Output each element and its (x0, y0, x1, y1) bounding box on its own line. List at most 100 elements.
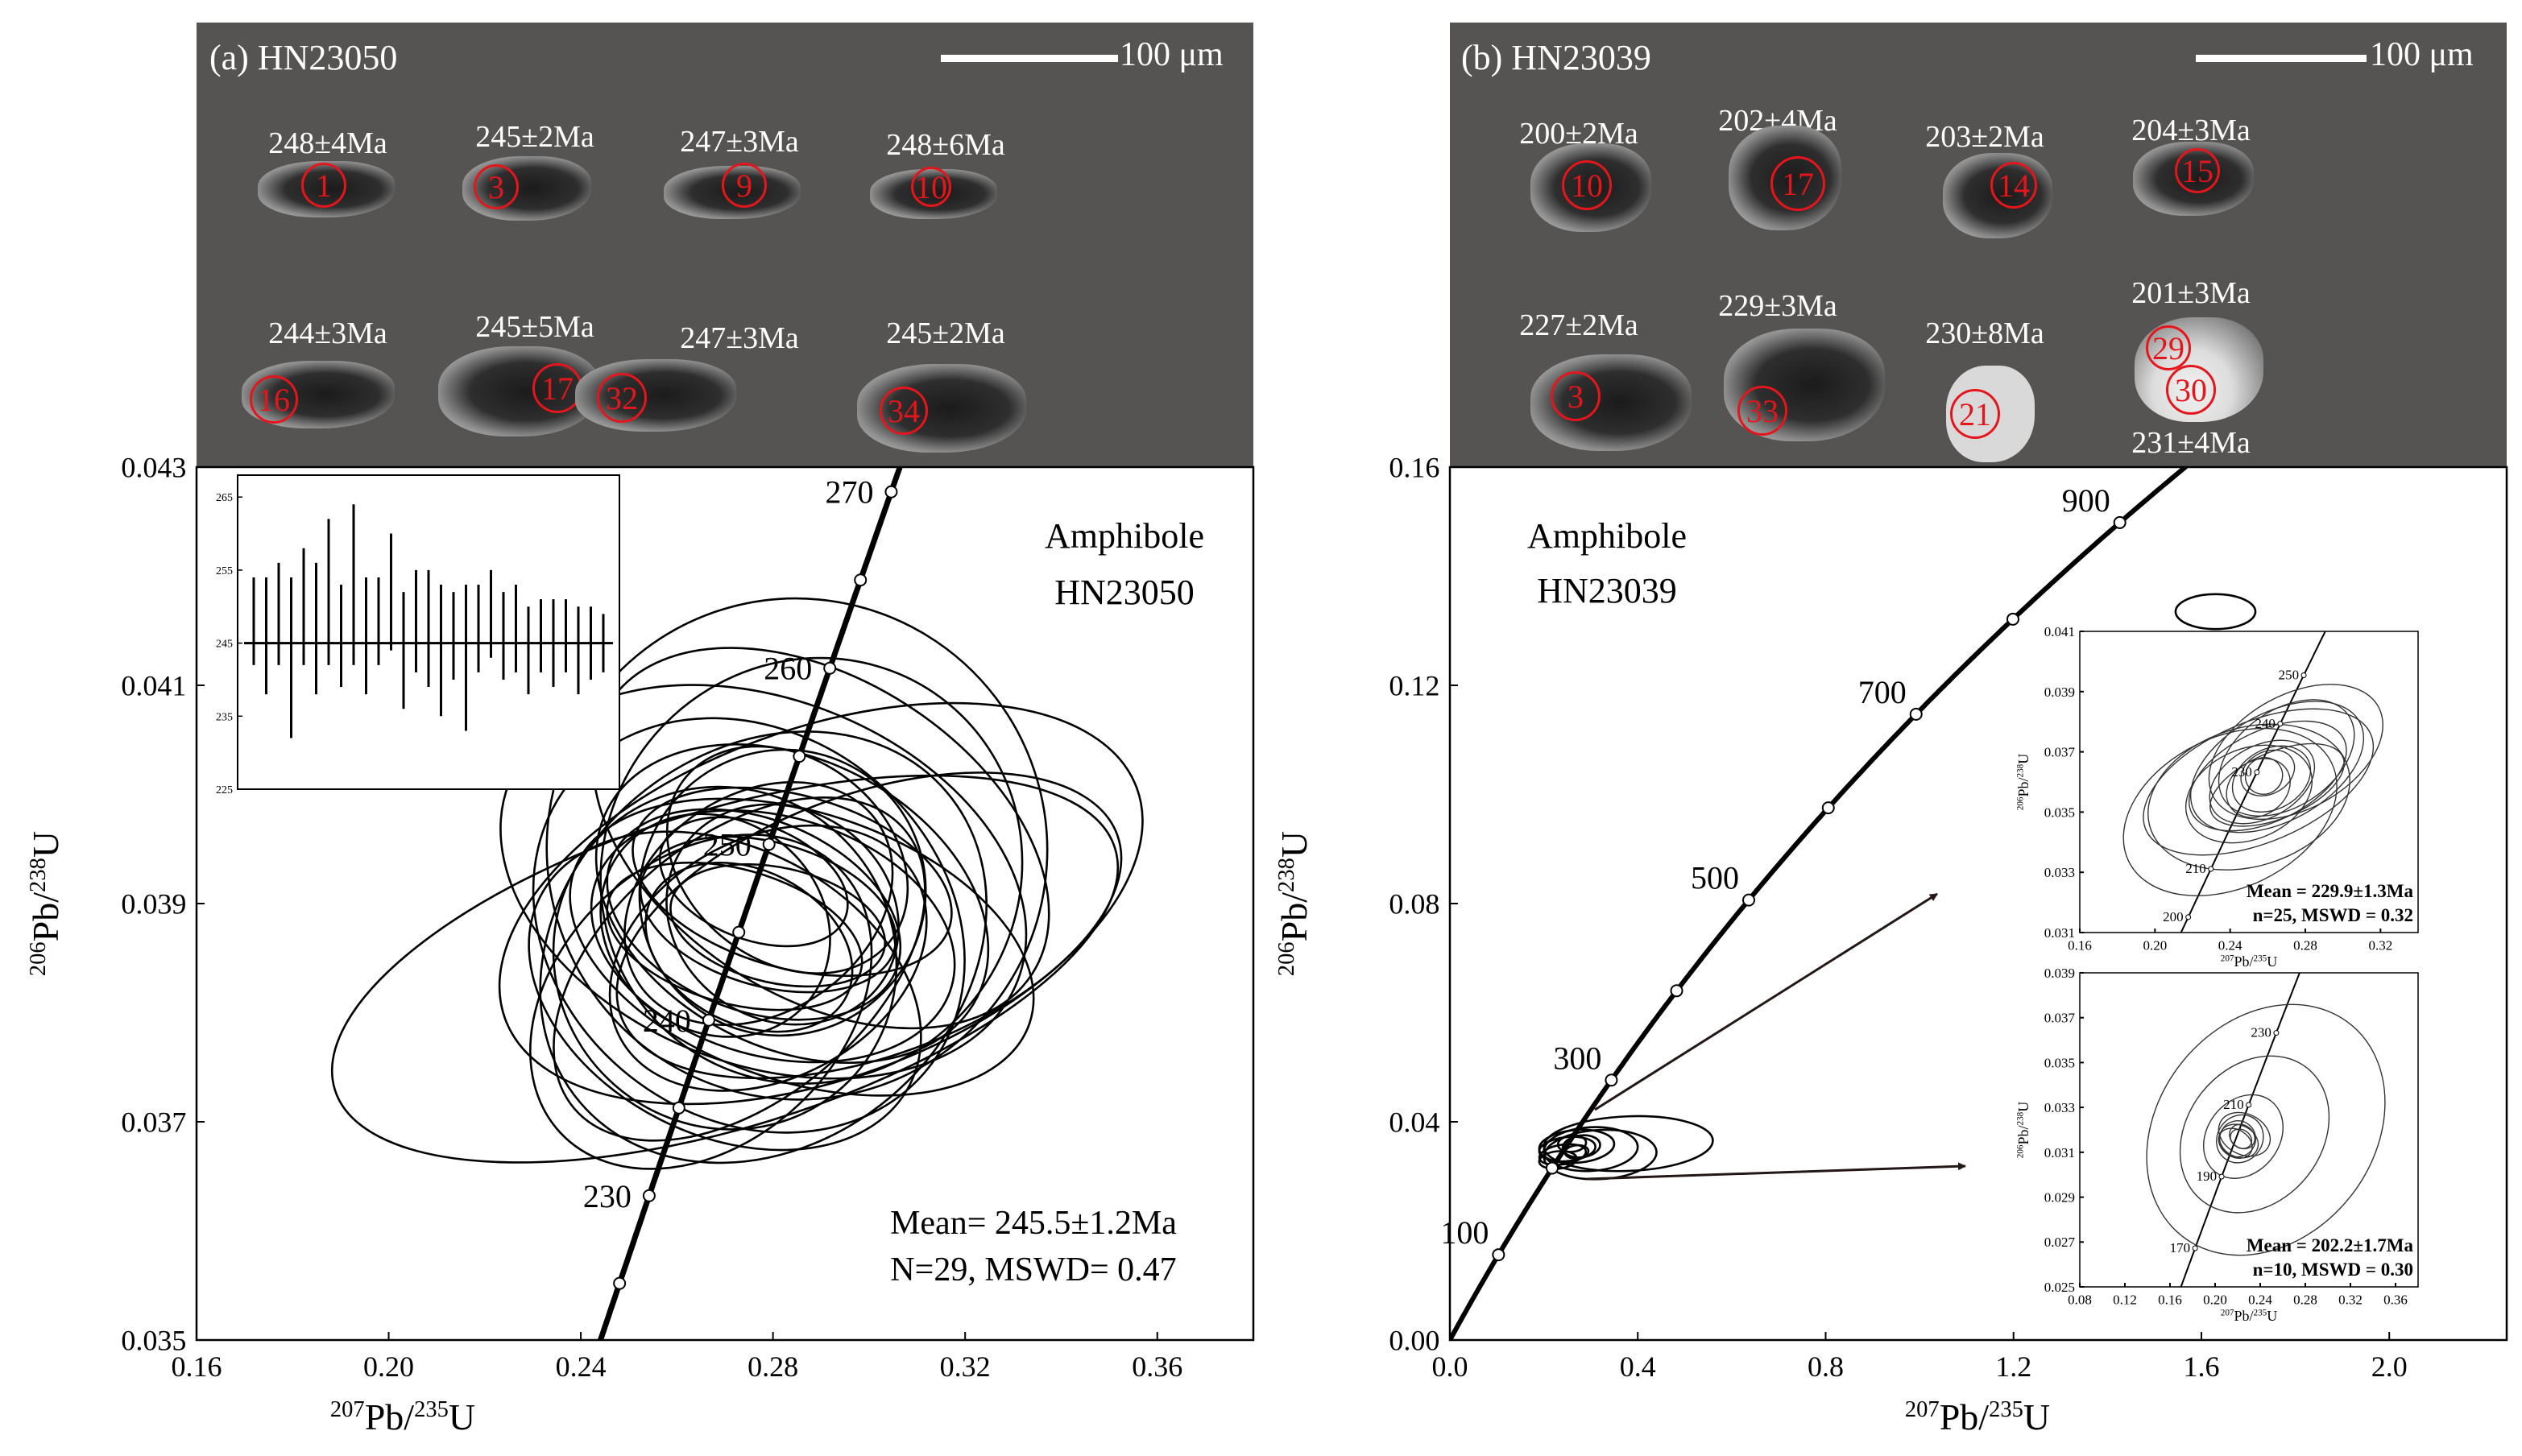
y-axis-title: 206Pb/238U (25, 831, 66, 976)
y-tick-label: 0.035 (2044, 1055, 2075, 1070)
concordia-age-marker (854, 573, 868, 587)
result-stats: N=29, MSWD= 0.47 (890, 1251, 1176, 1288)
analysis-spot: 29 (2146, 325, 2191, 370)
error-ellipse (2179, 1055, 2330, 1214)
ellipse-group (1538, 593, 2257, 1181)
analysis-spot: 30 (2166, 365, 2216, 415)
axis-title-part: 238 (1274, 858, 1299, 892)
concordia-age-marker (2300, 672, 2307, 678)
inset-ellipses (2122, 684, 2383, 897)
axis-title-part: 206 (1274, 941, 1299, 976)
x-tick-label: 1.6 (2183, 1351, 2219, 1383)
error-ellipse (638, 748, 927, 1037)
x-axis-title: 207Pb/235U (1905, 1396, 2050, 1437)
concordia-age-label: 170 (2170, 1240, 2191, 1255)
y-tick-label: 0.16 (1389, 452, 1439, 484)
axis-title: 207Pb/235U (330, 1396, 475, 1437)
error-ellipse (665, 745, 909, 974)
inset-y-axis-title: 206Pb/238U (2015, 754, 2031, 810)
error-ellipse (590, 809, 956, 1064)
error-ellipse (2208, 684, 2383, 821)
x-tick-label: 2.0 (2371, 1351, 2408, 1383)
concordia-age-marker (2006, 612, 2019, 626)
x-tick-label: 0.32 (2368, 937, 2392, 953)
age-label: 231±4Ma (2131, 426, 2251, 460)
analysis-spot: 3 (1551, 371, 1601, 421)
age-label: 203±2Ma (1925, 120, 2044, 154)
concordia-age-marker (823, 661, 837, 675)
concordia-age-marker (1742, 893, 1756, 907)
concordia-age-label: 100 (1440, 1214, 1489, 1251)
analysis-spot: 3 (474, 164, 519, 209)
inset-y-tick-label: 265 (216, 492, 233, 504)
error-ellipse (2122, 727, 2338, 897)
analysis-spot: 21 (1950, 389, 2000, 439)
sample-label: HN23050 (1054, 573, 1195, 612)
age-label: 227±2Ma (1519, 308, 1638, 342)
concordia-age-marker (2246, 1102, 2252, 1108)
concordia-age-marker (2254, 769, 2260, 776)
age-label: 247±3Ma (680, 125, 799, 159)
result-mean: Mean= 245.5±1.2Ma (890, 1205, 1177, 1242)
cl-panel-a: (a) HN23050 100 μm 248±4Ma 1 245±2Ma 3 247±3… (197, 23, 1253, 467)
error-ellipse (669, 862, 887, 988)
error-ellipse (606, 861, 863, 1011)
concordia-age-label: 240 (643, 1003, 691, 1039)
concordia-age-label: 700 (1858, 674, 1907, 710)
inset-y-axis-title: 206Pb/238U (2015, 1102, 2031, 1158)
y-tick-label: 0.029 (2044, 1190, 2075, 1206)
analysis-spot: 14 (1990, 162, 2037, 209)
arrow-to-inset-bottom (1586, 1162, 1966, 1181)
concordia-age-label: 900 (2062, 482, 2110, 519)
error-ellipse (2146, 1003, 2386, 1256)
concordia-age-label: 190 (2197, 1169, 2218, 1184)
axis-title-part: U (2015, 1102, 2031, 1112)
analysis-spot: 9 (722, 163, 767, 208)
error-ellipse (1563, 1144, 1590, 1160)
inset-top-axes: 0.16 0.20 0.24 0.28 0.32 0.031 0.033 0.035 0.037… (2015, 624, 2419, 970)
error-ellipse (2174, 593, 2257, 631)
ellipse-group (330, 597, 1144, 1170)
result-mean: Mean = 202.2±1.7Ma (2247, 1235, 2414, 1255)
axis-title-part: 238 (26, 858, 51, 892)
x-tick-label: 0.16 (2158, 1292, 2182, 1307)
error-ellipse (1543, 1115, 1714, 1173)
x-axis-title: 207Pb/235U (330, 1396, 475, 1437)
axis-title-part: 206 (26, 941, 51, 976)
inset-a: 225 235 245 255 265 (216, 474, 620, 796)
axis-title-part: Pb/ (25, 892, 66, 942)
cl-panel-b: (b) HN23039 100 μm 200±2Ma 10 202±4Ma 17 203… (1450, 23, 2507, 467)
concordia-age-marker (1909, 707, 1923, 721)
error-ellipse (639, 835, 897, 994)
concordia-age-marker (672, 1101, 685, 1115)
x-tick-label: 0.24 (2248, 1292, 2272, 1307)
concordia-age-label: 210 (2223, 1097, 2244, 1112)
error-ellipse (2218, 699, 2355, 817)
axis-title-part: Pb/ (365, 1396, 415, 1437)
sample-label: HN23039 (1537, 571, 1677, 610)
axis-title-part: Pb/ (2234, 953, 2253, 970)
axis-title-part: 207 (2221, 1309, 2234, 1318)
inset-x-axis-title: 207Pb/235U (2221, 953, 2277, 970)
error-ellipse (2189, 701, 2365, 833)
concordia-age-marker (2185, 914, 2192, 920)
x-tick-label: 1.2 (1995, 1351, 2031, 1383)
y-tick-label: 0.033 (2044, 1100, 2075, 1115)
scale-bar (2196, 55, 2367, 62)
panel-title: (a) HN23050 (209, 38, 398, 77)
y-tick-label: 0.033 (2044, 865, 2075, 880)
concordia-age-label: 240 (2255, 716, 2276, 731)
result-mean: Mean = 229.9±1.3Ma (2247, 881, 2414, 901)
analysis-spot: 10 (1562, 160, 1612, 210)
x-tick-label: 0.32 (2338, 1292, 2363, 1307)
error-ellipse (608, 824, 928, 1092)
axis-title-part: U (2015, 754, 2031, 764)
error-ellipse (599, 656, 1024, 1085)
concordia-age-label: 250 (703, 826, 752, 862)
axis-title-part: 207 (1905, 1397, 1940, 1422)
axis-title-part: U (2267, 953, 2277, 970)
error-ellipse (599, 813, 831, 1038)
inset-y-tick-label: 235 (216, 711, 233, 723)
error-ellipse (553, 796, 926, 1142)
